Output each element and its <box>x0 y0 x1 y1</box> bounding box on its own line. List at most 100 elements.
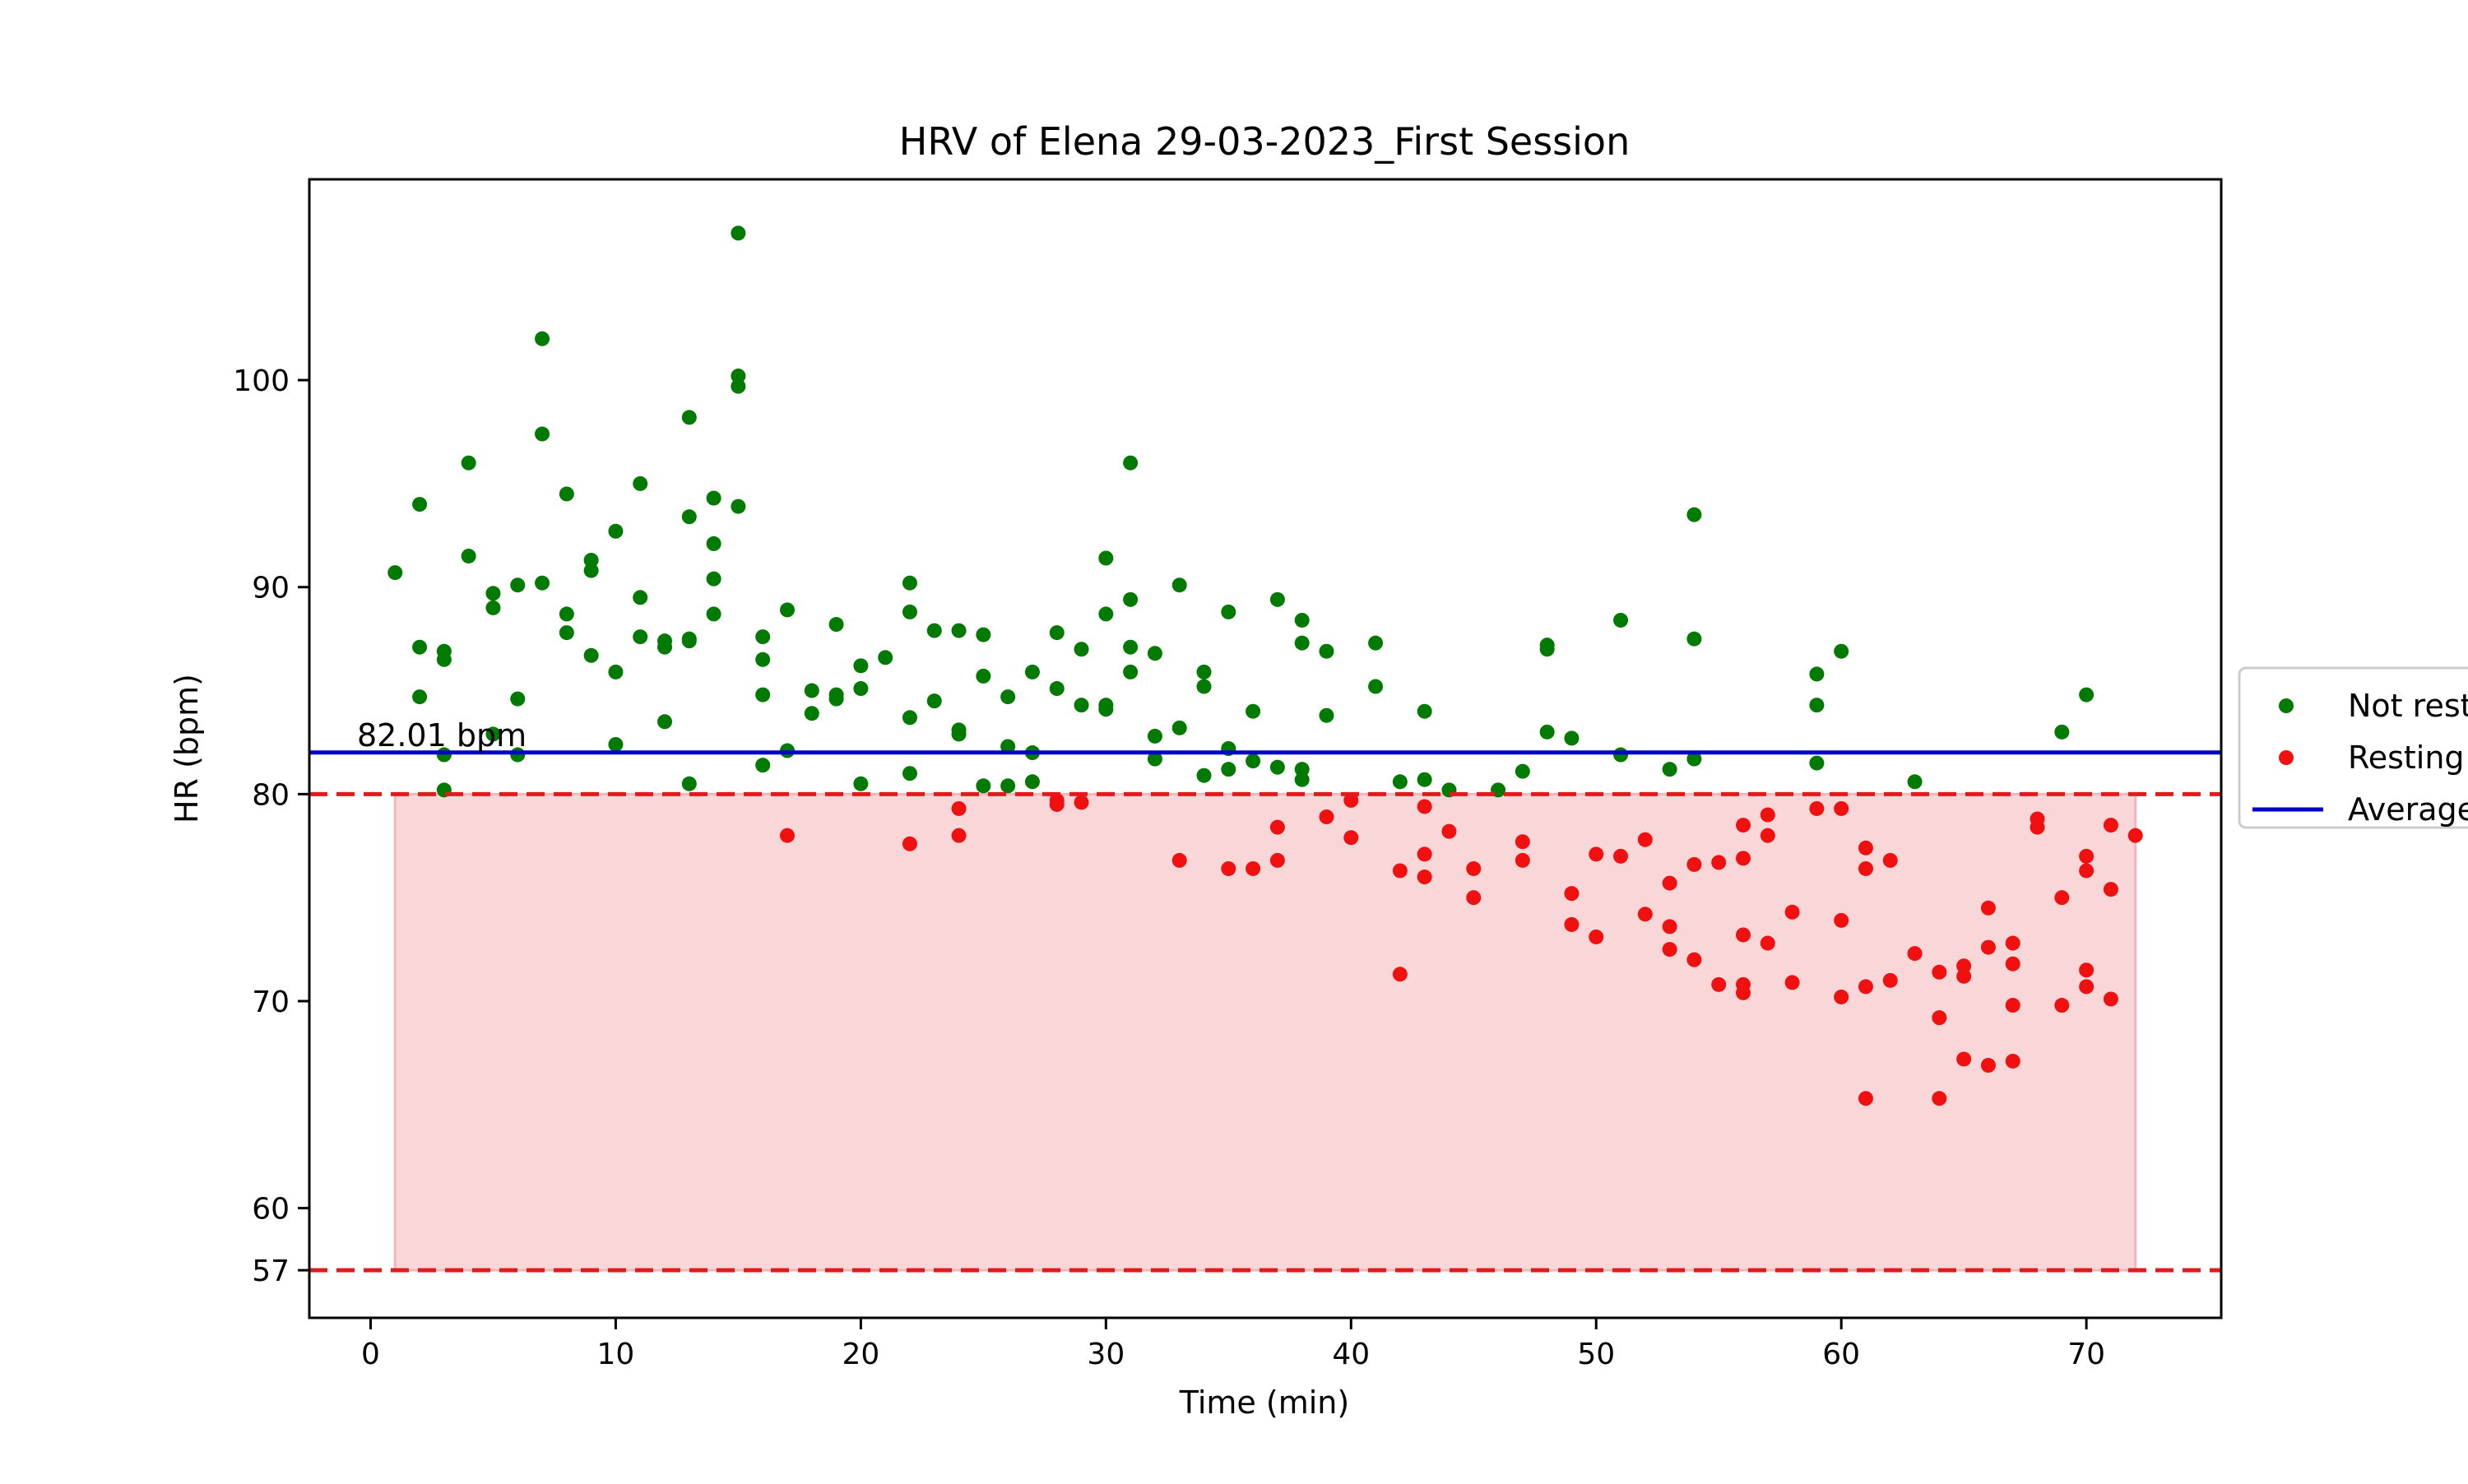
not-resting-point <box>902 766 917 781</box>
resting-point <box>1686 952 1702 967</box>
not-resting-point <box>681 776 697 791</box>
not-resting-point <box>926 623 942 638</box>
resting-point <box>1613 848 1629 864</box>
not-resting-point <box>1319 707 1334 723</box>
resting-point <box>2079 979 2095 995</box>
not-resting-point <box>1246 754 1261 769</box>
y-axis-label: HR (bpm) <box>169 674 205 823</box>
not-resting-point <box>1221 604 1236 619</box>
not-resting-point <box>1269 591 1285 607</box>
not-resting-point <box>583 553 599 568</box>
resting-point <box>1417 846 1432 862</box>
not-resting-point <box>559 606 574 622</box>
resting-point <box>2030 819 2045 835</box>
not-resting-point <box>1809 755 1825 771</box>
not-resting-point <box>681 633 697 649</box>
not-resting-point <box>535 426 550 442</box>
resting-point <box>1760 828 1775 843</box>
not-resting-point <box>853 681 869 697</box>
resting-point <box>1171 852 1187 868</box>
resting-point <box>1686 856 1702 872</box>
not-resting-point <box>1000 778 1016 794</box>
not-resting-point <box>461 455 476 471</box>
not-resting-point <box>731 369 746 384</box>
resting-band <box>393 792 2137 1272</box>
not-resting-point <box>681 410 697 425</box>
x-tick-label: 0 <box>361 1338 380 1371</box>
resting-point <box>1858 860 1873 876</box>
not-resting-point <box>510 577 526 593</box>
resting-point <box>1736 818 1751 833</box>
not-resting-point <box>608 736 624 752</box>
resting-point <box>1858 1091 1873 1106</box>
y-tick-label: 80 <box>252 778 290 812</box>
not-resting-point <box>633 475 648 491</box>
not-resting-point <box>902 604 917 619</box>
resting-point <box>1882 852 1898 868</box>
not-resting-point <box>755 687 771 703</box>
not-resting-point <box>436 652 452 667</box>
not-resting-point <box>1686 631 1702 647</box>
legend-marker <box>2279 698 2294 713</box>
x-tick-label: 10 <box>597 1338 635 1371</box>
not-resting-point <box>1123 664 1139 679</box>
not-resting-point <box>1368 635 1384 651</box>
resting-point <box>2005 956 2020 972</box>
resting-point <box>1269 819 1285 835</box>
not-resting-point <box>485 586 501 601</box>
not-resting-point <box>755 652 771 667</box>
resting-point <box>1784 975 1800 990</box>
not-resting-point <box>583 647 599 663</box>
not-resting-point <box>976 627 991 642</box>
resting-point <box>1246 860 1261 876</box>
legend: Not resting Resting Average <box>2238 666 2468 829</box>
not-resting-point <box>853 776 869 791</box>
not-resting-point <box>1368 679 1384 694</box>
resting-point <box>1736 851 1751 866</box>
x-axis-label: Time (min) <box>1179 1384 1349 1421</box>
resting-point <box>1466 860 1482 876</box>
resting-point <box>1564 916 1580 932</box>
x-tick-label: 40 <box>1332 1338 1370 1371</box>
legend-box <box>2238 666 2468 829</box>
not-resting-point <box>1417 703 1432 719</box>
resting-point <box>1417 870 1432 885</box>
not-resting-point <box>706 536 721 551</box>
y-tick-label: 100 <box>233 364 290 398</box>
not-resting-point <box>412 689 428 705</box>
resting-point <box>1441 823 1457 839</box>
resting-point <box>1074 795 1089 810</box>
not-resting-point <box>1294 772 1310 787</box>
resting-point <box>1662 875 1677 891</box>
resting-point <box>1956 968 1972 984</box>
not-resting-point <box>1171 720 1187 735</box>
not-resting-point <box>755 758 771 773</box>
not-resting-point <box>1221 762 1236 777</box>
resting-point <box>1834 989 1849 1004</box>
not-resting-point <box>1074 642 1089 657</box>
not-resting-point <box>1539 724 1555 740</box>
not-resting-point <box>1147 751 1162 767</box>
x-tick-label: 20 <box>842 1338 879 1371</box>
resting-point <box>1907 946 1923 962</box>
not-resting-point <box>657 714 673 730</box>
resting-point <box>1980 939 1996 955</box>
x-tick-label: 50 <box>1577 1338 1615 1371</box>
resting-band-layer <box>393 792 2137 1272</box>
resting-point <box>2103 991 2118 1007</box>
not-resting-point <box>1809 666 1825 682</box>
legend-entry: Average <box>2348 791 2468 828</box>
not-resting-point <box>731 225 746 241</box>
legend-marker <box>2279 750 2294 765</box>
resting-point <box>1736 985 1751 1000</box>
not-resting-point <box>755 629 771 645</box>
not-resting-point <box>902 710 917 726</box>
not-resting-point <box>510 691 526 707</box>
not-resting-point <box>706 571 721 587</box>
not-resting-point <box>780 602 795 618</box>
resting-point <box>1049 796 1065 812</box>
not-resting-point <box>1834 643 1849 659</box>
resting-point <box>1932 1010 1947 1026</box>
